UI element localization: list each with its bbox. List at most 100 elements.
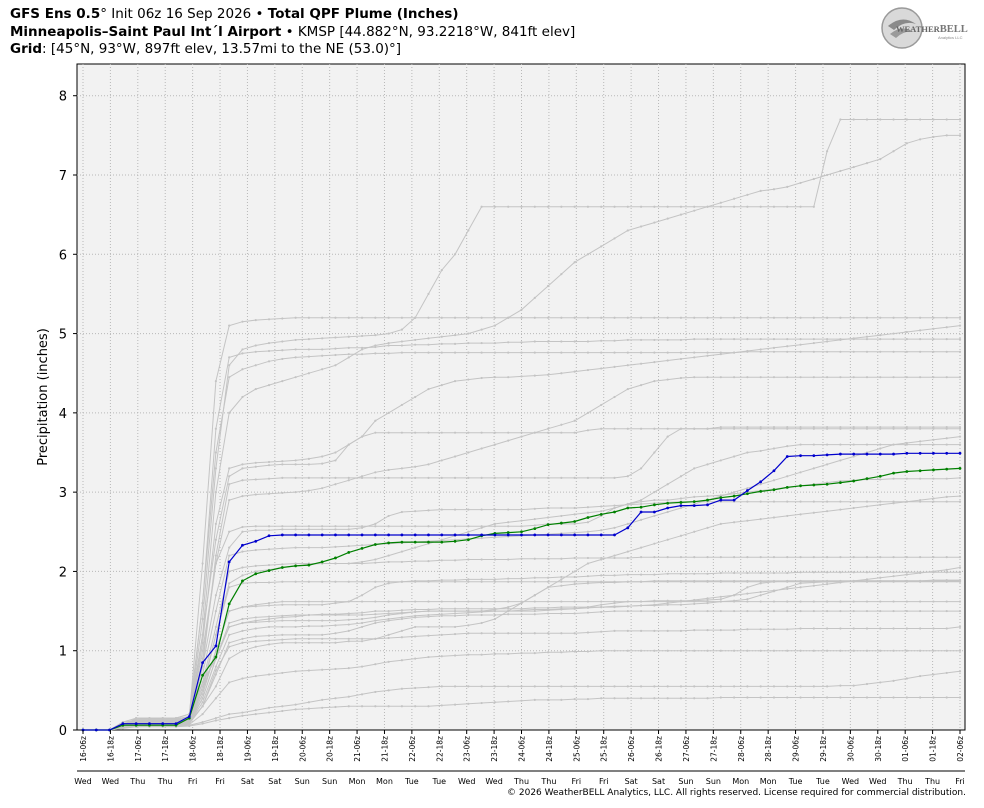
member-14-point: [294, 625, 297, 629]
member-19-point: [453, 703, 457, 706]
control-series-point: [878, 452, 882, 456]
member-6-point: [573, 583, 576, 586]
control-series-point: [852, 452, 856, 456]
member-13-point: [639, 498, 643, 502]
member-23-point: [360, 580, 364, 583]
member-23-point: [786, 580, 789, 583]
member-4-point: [440, 525, 443, 528]
member-8-point: [214, 673, 217, 676]
member-15-point: [719, 316, 722, 319]
member-20-point: [852, 337, 855, 340]
member-3-point: [453, 342, 457, 345]
member-2-point: [214, 538, 217, 541]
member-19-point: [706, 697, 709, 700]
member-20-point: [520, 375, 523, 378]
member-8-point: [600, 610, 603, 613]
y-tick-label: 5: [59, 328, 67, 343]
member-8-point: [839, 609, 842, 613]
member-27-point: [759, 518, 762, 521]
member-14-point: [826, 583, 829, 586]
member-25-point: [214, 649, 217, 652]
member-11-point: [719, 649, 722, 652]
member-2-point: [905, 426, 908, 429]
member-19-point: [719, 696, 722, 699]
member-18-point: [201, 720, 204, 724]
member-7-point: [826, 500, 829, 503]
member-7-point: [440, 508, 443, 511]
x-tick-label: 17-18z: [161, 736, 170, 762]
member-7-point: [493, 508, 497, 511]
member-26-point: [586, 411, 590, 414]
member-20-point: [799, 343, 802, 346]
member-15-point: [241, 320, 244, 323]
member-25-point: [786, 600, 789, 603]
member-22-point: [387, 332, 390, 335]
member-9-point: [453, 559, 457, 562]
member-10-point: [600, 603, 603, 606]
member-14-point: [214, 665, 217, 668]
member-26-point: [653, 380, 656, 383]
member-16-point: [321, 476, 324, 479]
member-5-point: [387, 582, 390, 585]
member-3-point: [480, 341, 483, 345]
member-26-point: [440, 459, 443, 462]
member-15-point: [201, 562, 204, 565]
x-day-label: Thu: [924, 777, 940, 786]
member-21-point: [573, 261, 576, 264]
member-18-point: [586, 685, 590, 688]
member-15-point: [932, 316, 935, 319]
member-15-point: [573, 316, 576, 319]
member-19-point: [387, 705, 390, 708]
member-20-point: [639, 362, 643, 365]
member-1-point: [746, 598, 749, 601]
member-9-point: [852, 556, 855, 559]
member-3-point: [427, 343, 430, 346]
member-22-point: [400, 328, 404, 331]
member-9-point: [865, 556, 869, 559]
member-25-point: [719, 600, 722, 603]
member-11-point: [440, 655, 443, 658]
member-21-point: [533, 296, 536, 299]
member-2-point: [480, 431, 483, 434]
member-19-point: [334, 705, 337, 709]
member-25-point: [879, 600, 882, 603]
member-26-point: [387, 468, 390, 472]
member-17-point: [347, 544, 350, 548]
member-3-point: [281, 349, 284, 352]
member-8-point: [613, 609, 616, 613]
member-8-point: [865, 609, 869, 613]
member-5-point: [733, 571, 736, 575]
member-19-point: [507, 700, 510, 703]
member-3-point: [786, 338, 789, 341]
member-25-point: [945, 600, 948, 603]
member-2-point: [520, 431, 523, 434]
member-24-point: [839, 627, 842, 630]
member-9-point: [546, 557, 550, 560]
member-11-point: [307, 669, 310, 672]
member-13-point: [653, 491, 656, 494]
member-25-point: [693, 600, 696, 603]
member-7-point: [334, 528, 337, 531]
mean-series: [81, 466, 962, 732]
member-24-point: [453, 632, 457, 636]
member-11-point: [480, 653, 483, 656]
member-25-point: [321, 600, 324, 603]
member-1-point: [400, 609, 404, 612]
mean-series-point: [294, 564, 298, 568]
member-7-point: [387, 514, 390, 518]
member-5-point: [958, 571, 962, 574]
member-11-point: [281, 671, 284, 675]
member-5-point: [639, 573, 643, 576]
member-15-point: [759, 316, 762, 319]
member-19-point: [799, 696, 802, 699]
member-8-point: [639, 609, 643, 613]
member-23-point: [480, 580, 483, 583]
member-11-point: [826, 649, 829, 652]
member-21-point: [387, 341, 390, 345]
member-20-point: [879, 334, 882, 337]
x-day-label: Fri: [599, 777, 609, 786]
member-10-point: [241, 621, 244, 625]
member-23-point: [201, 685, 204, 688]
member-16-point: [746, 427, 749, 430]
